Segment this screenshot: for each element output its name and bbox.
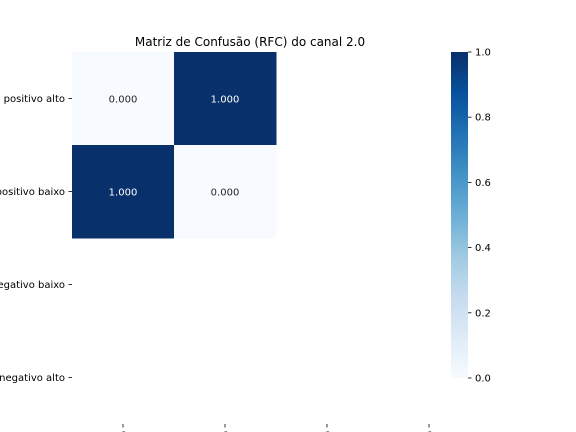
colorbar: 0.0 0.2 0.4 0.6 0.8 1.0 — [451, 48, 491, 385]
colorbar-tick-label: 0.6 — [475, 178, 491, 189]
cell-value-label: 1.000 — [109, 188, 138, 199]
heatmap-cell-r1-c1 — [174, 145, 277, 239]
colorbar-tick-label: 1.0 — [475, 48, 491, 59]
colorbar-ticks: 0.0 0.2 0.4 0.6 0.8 1.0 — [468, 48, 491, 385]
y-tick-label: Muito negativo baixo — [0, 280, 65, 291]
chart-title: Matriz de Confusão (RFC) do canal 2.0 — [135, 35, 365, 49]
colorbar-gradient — [451, 52, 468, 378]
y-axis: Muito positivo alto Muito positivo baixo M… — [0, 94, 72, 384]
cell-value-label: 1.000 — [211, 95, 240, 106]
heatmap-cells — [72, 52, 277, 239]
cell-value-label: 0.000 — [109, 95, 138, 106]
x-axis: Muito positivo altoMuito positivo baixoM… — [119, 424, 434, 432]
colorbar-tick-label: 0.2 — [475, 308, 491, 319]
colorbar-tick-label: 0.4 — [475, 243, 491, 254]
heatmap-cell-r0-c1 — [174, 52, 277, 146]
heatmap-cell-r0-c0 — [72, 52, 175, 146]
y-tick-label: Muito negativo alto — [0, 373, 65, 384]
y-tick-label: Muito positivo alto — [0, 94, 65, 105]
y-tick-label: Muito positivo baixo — [0, 187, 65, 198]
heatmap-cell-labels: 0.000 1.000 1.000 0.000 — [109, 95, 240, 199]
colorbar-tick-label: 0.0 — [475, 374, 491, 385]
cell-value-label: 0.000 — [211, 188, 240, 199]
colorbar-tick-label: 0.8 — [475, 113, 491, 124]
heatmap-cell-r1-c0 — [72, 145, 175, 239]
